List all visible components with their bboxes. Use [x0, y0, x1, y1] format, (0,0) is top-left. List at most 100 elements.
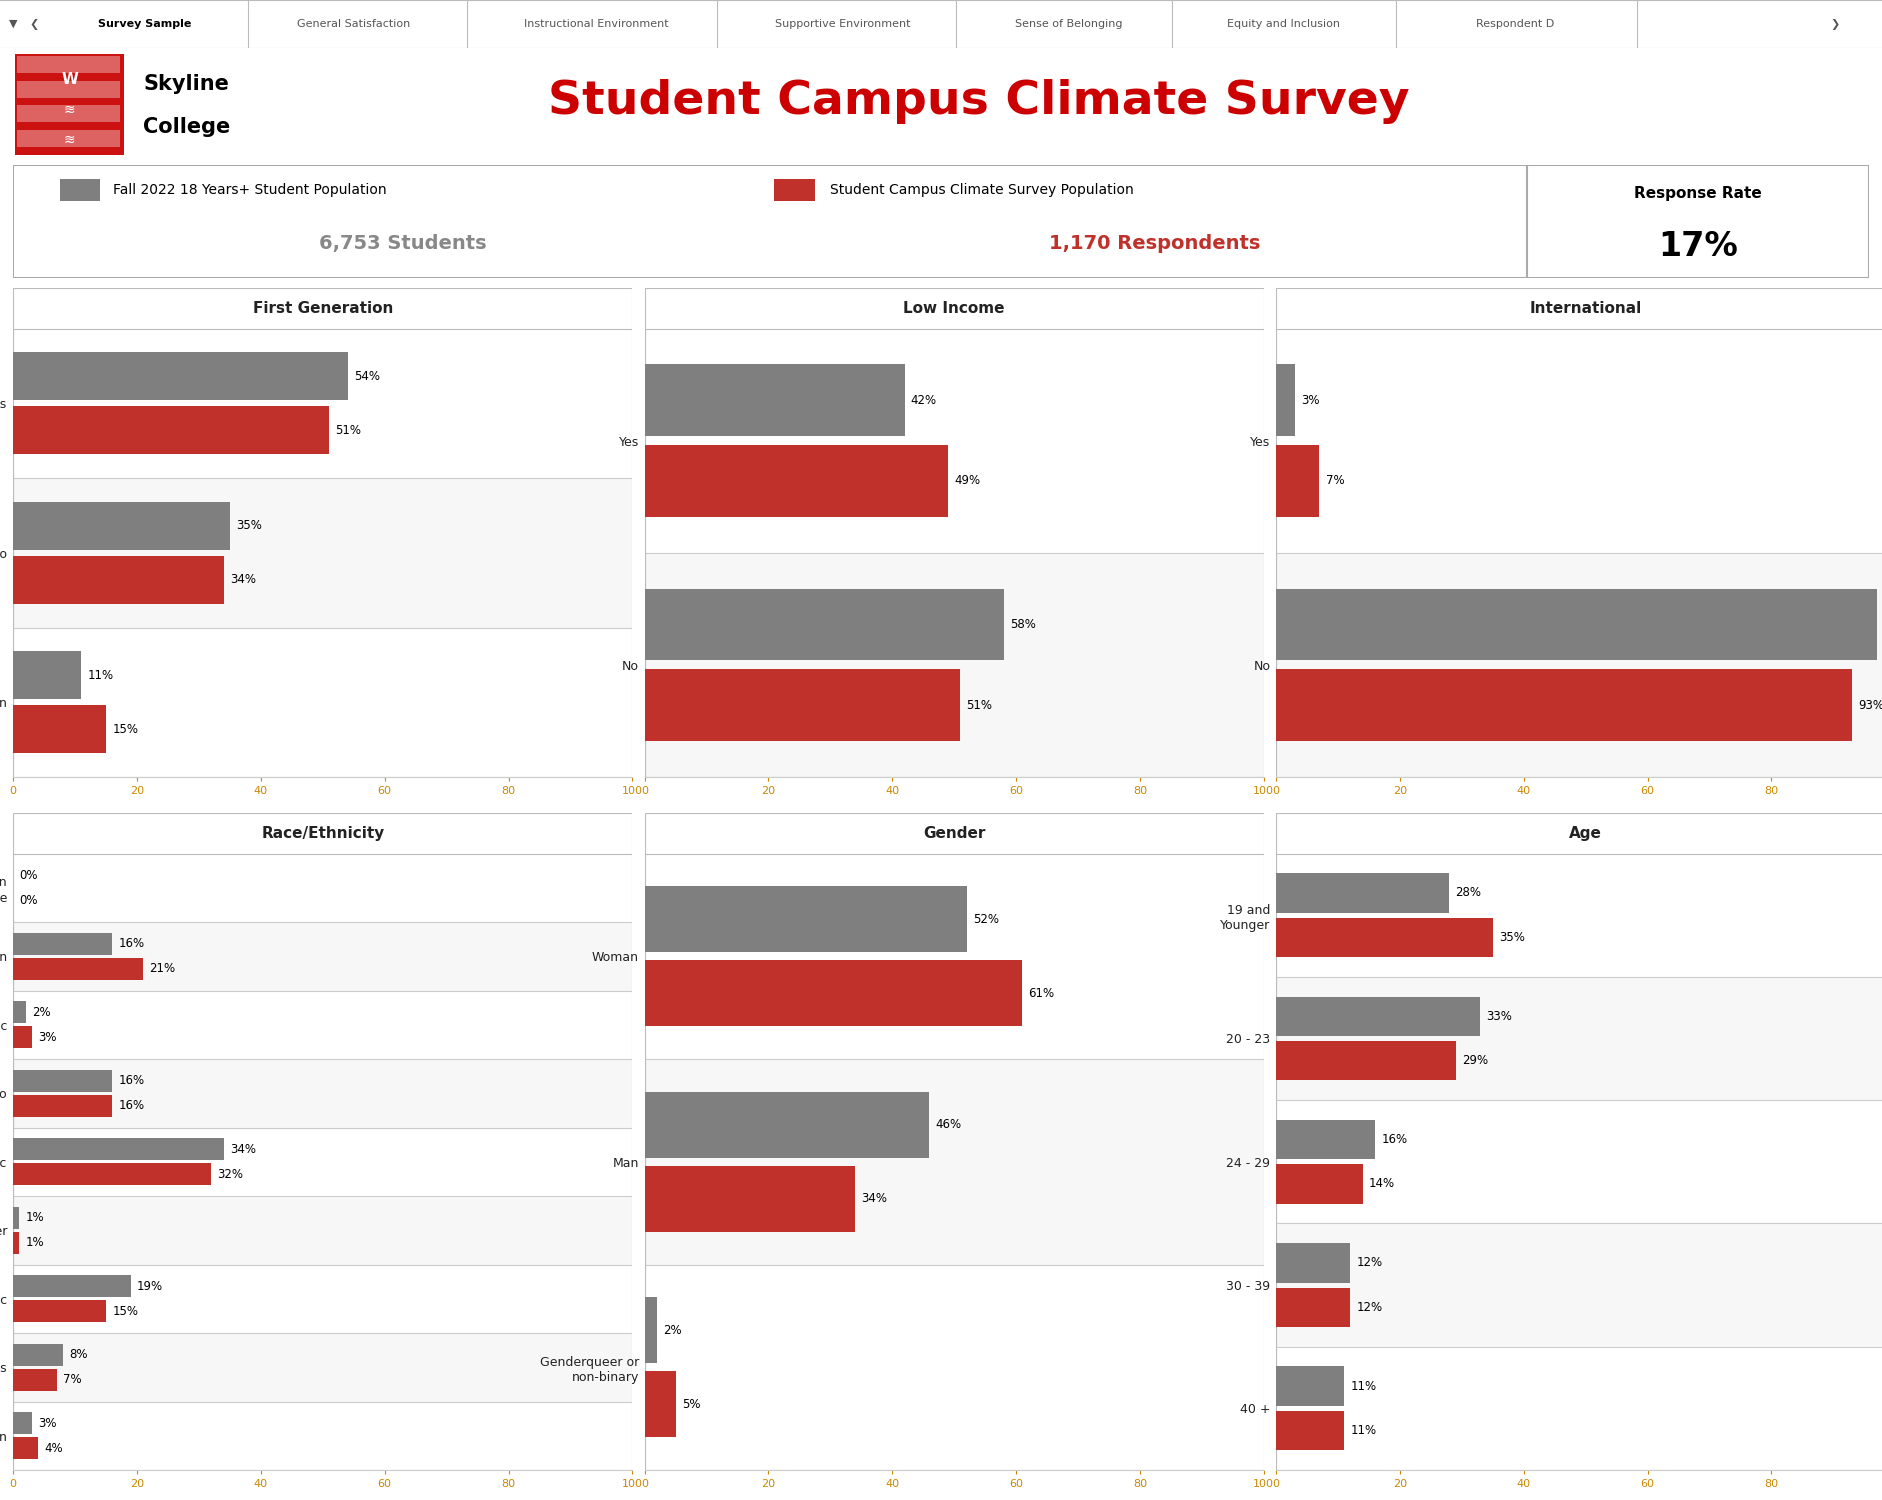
Bar: [13, 705, 105, 753]
Bar: [13, 1095, 113, 1116]
Bar: [13, 1232, 19, 1254]
Text: ≋: ≋: [64, 134, 75, 147]
Bar: [1276, 669, 1852, 741]
Bar: [17, 81, 120, 98]
Bar: [583, 328, 1822, 554]
Text: 6,753 Students: 6,753 Students: [320, 234, 487, 254]
Text: 0%: 0%: [19, 894, 38, 906]
Bar: [1214, 853, 1882, 976]
Text: 11%: 11%: [87, 669, 113, 682]
Bar: [644, 1166, 854, 1232]
Bar: [1276, 1366, 1344, 1406]
Bar: [1276, 1164, 1363, 1203]
Text: Fall 2022 18 Years+ Student Population: Fall 2022 18 Years+ Student Population: [113, 183, 388, 198]
Text: Respondent D: Respondent D: [1475, 20, 1555, 28]
Text: 0%: 0%: [19, 868, 38, 882]
Bar: [0, 478, 1189, 627]
Bar: [13, 352, 348, 401]
Text: 1,170 Respondents: 1,170 Respondents: [1048, 234, 1261, 254]
Text: Low Income: Low Income: [903, 300, 1005, 316]
Bar: [1276, 873, 1449, 912]
Bar: [1276, 364, 1295, 436]
Bar: [13, 1138, 224, 1161]
Bar: [60, 178, 100, 201]
Text: Equity and Inclusion: Equity and Inclusion: [1227, 20, 1340, 28]
Text: 3%: 3%: [1300, 394, 1319, 406]
Bar: [13, 933, 113, 956]
Bar: [644, 1092, 930, 1158]
Text: 34%: 34%: [230, 1143, 256, 1156]
Bar: [644, 446, 949, 518]
Text: 3%: 3%: [38, 1418, 56, 1430]
Bar: [13, 1275, 132, 1298]
Text: 61%: 61%: [1028, 987, 1054, 999]
Text: 33%: 33%: [1487, 1010, 1513, 1023]
Text: 11%: 11%: [1349, 1380, 1376, 1392]
Text: Age: Age: [1570, 825, 1602, 840]
Bar: [1276, 588, 1876, 660]
Text: 19%: 19%: [137, 1280, 164, 1293]
Text: Student Campus Climate Survey Population: Student Campus Climate Survey Population: [830, 183, 1133, 198]
Bar: [13, 1437, 38, 1460]
Text: 17%: 17%: [1658, 230, 1737, 262]
Text: 35%: 35%: [1498, 932, 1524, 944]
Text: 58%: 58%: [1011, 618, 1035, 632]
Text: 34%: 34%: [230, 573, 256, 586]
Text: General Satisfaction: General Satisfaction: [297, 20, 410, 28]
Bar: [1214, 554, 1882, 777]
Bar: [13, 957, 143, 980]
Bar: [774, 178, 815, 201]
Text: Race/Ethnicity: Race/Ethnicity: [262, 825, 384, 840]
Bar: [13, 1208, 19, 1228]
Bar: [644, 886, 967, 952]
Text: 16%: 16%: [119, 1100, 145, 1112]
Text: 42%: 42%: [911, 394, 937, 406]
Text: 7%: 7%: [62, 1372, 81, 1386]
Bar: [1214, 976, 1882, 1100]
Bar: [1276, 1287, 1349, 1328]
Bar: [13, 503, 230, 550]
Text: 52%: 52%: [973, 914, 999, 926]
Text: 93%: 93%: [1858, 699, 1882, 711]
Bar: [644, 669, 960, 741]
Text: 4%: 4%: [43, 1442, 62, 1455]
Text: 2%: 2%: [32, 1007, 51, 1019]
Text: College: College: [143, 117, 230, 136]
Bar: [583, 1059, 1822, 1264]
Text: 49%: 49%: [954, 474, 981, 488]
Text: 12%: 12%: [1357, 1257, 1383, 1269]
Bar: [13, 1162, 211, 1185]
Bar: [13, 406, 329, 454]
Bar: [13, 1070, 113, 1092]
FancyBboxPatch shape: [13, 165, 1869, 278]
Bar: [1214, 1347, 1882, 1470]
FancyBboxPatch shape: [15, 54, 124, 154]
Bar: [1276, 446, 1319, 518]
Bar: [583, 1264, 1822, 1470]
Text: 1%: 1%: [26, 1212, 43, 1224]
Bar: [13, 651, 81, 699]
Text: 2%: 2%: [662, 1324, 681, 1336]
Bar: [644, 588, 1003, 660]
Bar: [0, 328, 1189, 478]
Bar: [1276, 996, 1481, 1036]
Text: 16%: 16%: [119, 938, 145, 951]
Bar: [1276, 918, 1492, 957]
Bar: [17, 130, 120, 147]
Bar: [13, 555, 224, 603]
Text: 29%: 29%: [1462, 1054, 1489, 1066]
Text: 7%: 7%: [1325, 474, 1344, 488]
Text: 51%: 51%: [967, 699, 992, 711]
Bar: [13, 1368, 56, 1390]
Text: 32%: 32%: [218, 1167, 243, 1180]
Bar: [13, 1413, 32, 1434]
Text: 35%: 35%: [235, 519, 262, 532]
Text: 54%: 54%: [354, 370, 380, 382]
Text: 11%: 11%: [1349, 1424, 1376, 1437]
Text: 16%: 16%: [1381, 1132, 1408, 1146]
Bar: [583, 554, 1822, 777]
Bar: [0, 1196, 1189, 1264]
Bar: [13, 1026, 32, 1048]
Text: 3%: 3%: [38, 1030, 56, 1044]
Text: W: W: [62, 72, 77, 87]
